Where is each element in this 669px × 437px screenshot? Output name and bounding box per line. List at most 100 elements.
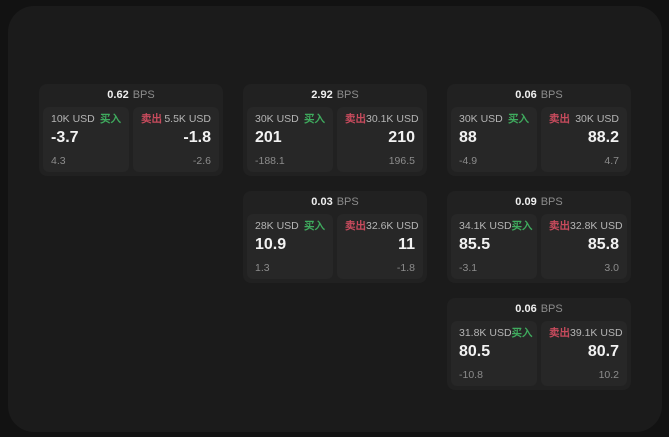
buy-secondary-value: -10.8 (459, 368, 483, 381)
sell-amount: 32.6K USD (366, 220, 419, 232)
sell-quote-tile[interactable]: 卖出 32.6K USD 11 -1.8 (337, 214, 423, 279)
sell-price: 11 (398, 235, 415, 253)
subcards: 34.1K USD 买入 85.5 -3.1 卖出 32.8K USD 85.8… (447, 214, 631, 283)
quote-card: 0.06 BPS 31.8K USD 买入 80.5 -10.8 卖出 39.1… (447, 298, 631, 390)
sell-price: 80.7 (587, 342, 619, 360)
sell-quote-tile[interactable]: 卖出 39.1K USD 80.7 10.2 (541, 321, 627, 386)
sell-amount: 32.8K USD (570, 220, 623, 232)
sell-secondary-value: -1.8 (396, 261, 415, 274)
bps-value: 0.09 (515, 196, 537, 208)
buy-top-row: 34.1K USD 买入 (459, 220, 533, 232)
bps-unit-label: BPS (336, 196, 359, 208)
buy-price: 80.5 (459, 342, 491, 360)
bps-unit-label: BPS (540, 89, 563, 101)
bps-unit-label: BPS (540, 303, 563, 315)
buy-price: 201 (255, 128, 282, 146)
quote-card: 0.09 BPS 34.1K USD 买入 85.5 -3.1 卖出 32.8K… (447, 191, 631, 283)
buy-quote-tile[interactable]: 34.1K USD 买入 85.5 -3.1 (451, 214, 537, 279)
buy-quote-tile[interactable]: 31.8K USD 买入 80.5 -10.8 (451, 321, 537, 386)
sell-side-label: 卖出 (549, 113, 570, 125)
sell-quote-tile[interactable]: 卖出 30K USD 88.2 4.7 (541, 107, 627, 172)
quote-card: 0.03 BPS 28K USD 买入 10.9 1.3 卖出 32.6K US… (243, 191, 427, 283)
bps-unit-label: BPS (132, 89, 155, 101)
buy-amount: 34.1K USD (459, 220, 512, 232)
sell-price: 85.8 (587, 235, 619, 253)
sell-top-row: 卖出 39.1K USD (549, 327, 623, 339)
bps-value: 0.06 (515, 89, 537, 101)
sell-side-label: 卖出 (549, 327, 570, 339)
sell-quote-tile[interactable]: 卖出 5.5K USD -1.8 -2.6 (133, 107, 219, 172)
card-header: 2.92 BPS (243, 84, 427, 107)
buy-top-row: 28K USD 买入 (255, 221, 325, 232)
buy-amount: 28K USD (255, 220, 299, 232)
buy-quote-tile[interactable]: 28K USD 买入 10.9 1.3 (247, 214, 333, 279)
buy-amount: 10K USD (51, 113, 95, 125)
sell-quote-tile[interactable]: 卖出 30.1K USD 210 196.5 (337, 107, 423, 172)
buy-secondary-value: 1.3 (255, 261, 270, 274)
sell-quote-tile[interactable]: 卖出 32.8K USD 85.8 3.0 (541, 214, 627, 279)
quote-card: 2.92 BPS 30K USD 买入 201 -188.1 卖出 30.1K … (243, 84, 427, 176)
buy-top-row: 30K USD 买入 (255, 114, 325, 125)
buy-price: -3.7 (51, 128, 79, 146)
sell-secondary-value: 196.5 (388, 154, 415, 167)
bps-value: 2.92 (311, 89, 333, 101)
buy-side-label: 买入 (508, 113, 529, 125)
sell-side-label: 卖出 (345, 220, 366, 232)
sell-amount: 30.1K USD (366, 113, 419, 125)
sell-price: 88.2 (587, 128, 619, 146)
bps-value: 0.62 (107, 89, 129, 101)
buy-side-label: 买入 (304, 220, 325, 232)
buy-secondary-value: -4.9 (459, 154, 478, 167)
subcards: 31.8K USD 买入 80.5 -10.8 卖出 39.1K USD 80.… (447, 321, 631, 390)
buy-top-row: 30K USD 买入 (459, 114, 529, 125)
bps-unit-label: BPS (540, 196, 563, 208)
subcards: 10K USD 买入 -3.7 4.3 卖出 5.5K USD -1.8 -2.… (39, 107, 223, 176)
buy-price: 10.9 (255, 235, 287, 253)
buy-quote-tile[interactable]: 30K USD 买入 88 -4.9 (451, 107, 537, 172)
buy-quote-tile[interactable]: 30K USD 买入 201 -188.1 (247, 107, 333, 172)
bps-value: 0.03 (311, 196, 333, 208)
sell-price: -1.8 (183, 128, 211, 146)
subcards: 28K USD 买入 10.9 1.3 卖出 32.6K USD 11 -1.8 (243, 214, 427, 283)
card-header: 0.06 BPS (447, 84, 631, 107)
buy-quote-tile[interactable]: 10K USD 买入 -3.7 4.3 (43, 107, 129, 172)
sell-amount: 5.5K USD (164, 113, 211, 125)
buy-secondary-value: -3.1 (459, 261, 478, 274)
bps-value: 0.06 (515, 303, 537, 315)
card-header: 0.62 BPS (39, 84, 223, 107)
buy-amount: 30K USD (255, 113, 299, 125)
quotes-panel: 0.62 BPS 10K USD 买入 -3.7 4.3 卖出 5.5K USD… (8, 6, 662, 432)
buy-side-label: 买入 (304, 113, 325, 125)
card-header: 0.06 BPS (447, 298, 631, 321)
buy-top-row: 10K USD 买入 (51, 114, 121, 125)
sell-top-row: 卖出 30.1K USD (345, 113, 419, 125)
sell-top-row: 卖出 5.5K USD (141, 114, 211, 125)
sell-secondary-value: 4.7 (604, 154, 619, 167)
sell-secondary-value: 10.2 (598, 368, 619, 381)
buy-secondary-value: -188.1 (255, 154, 285, 167)
buy-side-label: 买入 (100, 113, 121, 125)
sell-side-label: 卖出 (549, 220, 570, 232)
sell-top-row: 卖出 32.8K USD (549, 220, 623, 232)
buy-secondary-value: 4.3 (51, 154, 66, 167)
sell-side-label: 卖出 (345, 113, 366, 125)
buy-price: 85.5 (459, 235, 491, 253)
buy-price: 88 (459, 128, 477, 146)
sell-top-row: 卖出 30K USD (549, 114, 619, 125)
buy-side-label: 买入 (511, 327, 533, 339)
sell-amount: 30K USD (575, 113, 619, 125)
sell-secondary-value: 3.0 (604, 261, 619, 274)
quote-card: 0.62 BPS 10K USD 买入 -3.7 4.3 卖出 5.5K USD… (39, 84, 223, 176)
bps-unit-label: BPS (336, 89, 359, 101)
card-header: 0.03 BPS (243, 191, 427, 214)
buy-side-label: 买入 (511, 220, 533, 232)
buy-amount: 30K USD (459, 113, 503, 125)
card-header: 0.09 BPS (447, 191, 631, 214)
buy-top-row: 31.8K USD 买入 (459, 327, 533, 339)
buy-amount: 31.8K USD (459, 327, 512, 339)
subcards: 30K USD 买入 201 -188.1 卖出 30.1K USD 210 1… (243, 107, 427, 176)
sell-secondary-value: -2.6 (192, 154, 211, 167)
subcards: 30K USD 买入 88 -4.9 卖出 30K USD 88.2 4.7 (447, 107, 631, 176)
quote-card: 0.06 BPS 30K USD 买入 88 -4.9 卖出 30K USD 8… (447, 84, 631, 176)
cards-grid: 0.62 BPS 10K USD 买入 -3.7 4.3 卖出 5.5K USD… (39, 84, 631, 390)
